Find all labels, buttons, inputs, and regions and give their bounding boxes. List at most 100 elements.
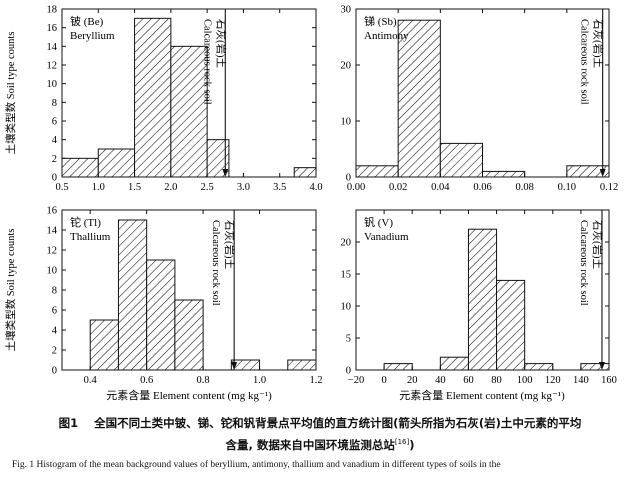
x-tick-label: 0.04 [431,182,450,193]
y-tick-label: 10 [47,266,58,277]
plot-frame-1 [61,8,317,178]
x-tick-label: 80 [491,375,502,386]
y-tick-label: 15 [341,270,352,281]
histogram-bar-4-3 [467,228,498,371]
marker-label-en-4: Calcareous rock soil [578,220,589,306]
series-label-en-4: Vanadium [364,231,409,243]
x-tick-label: 0.5 [55,182,68,193]
caption-chinese-line1: 图1 全国不同土类中铍、锑、铊和钒背景点平均值的直方统计图(箭头所指为石灰(岩)… [0,414,640,432]
y-tick-label: 0 [52,173,57,184]
plot-frame-4 [355,209,610,371]
y-tick-label: 14 [47,226,58,237]
caption-title-line1: 全国不同土类中铍、锑、铊和钒背景点平均值的直方统计图(箭头所指为石灰(岩)土中元… [94,416,582,430]
y-tick-label: 10 [341,117,352,128]
histogram-bar-2-4 [482,170,526,178]
y-tick-label: 2 [52,154,57,165]
histogram-bar-4-1 [383,363,413,371]
histogram-bar-4-2 [439,356,469,371]
histogram-bar-2-1 [355,165,399,178]
x-axis-label-2: 元素含量 Element content (mg kg⁻¹) [399,388,565,402]
histogram-bar-3-6 [287,359,317,371]
series-label-zh-1: 铍 (Be) [70,15,104,28]
x-tick-label: 0.12 [600,182,618,193]
y-tick-label: 5 [346,334,351,345]
y-tick-label: 12 [47,61,58,72]
x-tick-label: 20 [407,375,418,386]
x-axis-label-1: 元素含量 Element content (mg kg⁻¹) [106,388,272,402]
x-tick-label: 0.06 [473,182,491,193]
histogram-bar-2-3 [439,142,484,178]
y-tick-label: 16 [47,23,58,34]
marker-label-zh-1: 石灰(岩)土 [214,19,227,68]
x-tick-label: 0.10 [558,182,576,193]
marker-label-zh-2: 石灰(岩)土 [592,19,605,68]
histogram-bar-1-6 [293,167,317,178]
x-tick-label: 0.02 [389,182,407,193]
x-tick-label: 160 [601,375,617,386]
x-tick-label: 1.0 [253,375,266,386]
y-tick-label: 0 [52,366,57,377]
y-tick-label: 8 [52,98,57,109]
y-tick-label: 8 [52,286,57,297]
x-tick-label: 2.0 [164,182,177,193]
x-tick-label: 1.5 [128,182,141,193]
y-tick-label: 10 [341,302,352,313]
series-label-en-2: Antimony [364,30,409,42]
x-tick-label: 0.08 [515,182,533,193]
x-tick-label: 3.5 [273,182,286,193]
histogram-figure: 0.5 1.0 1.5 2.0 2.5 3.0 3.5 4.0 0 2 4 6 8 10 12 14 16 18 石… [4,5,618,403]
caption-reference: [16] [394,438,410,446]
marker-arrow-head-3 [231,362,238,370]
y-tick-label: 12 [47,246,58,257]
caption-chinese-line2: 含量, 数据来自中国环境监测总站[16]) [0,433,640,454]
series-label-en-1: Beryllium [70,30,115,42]
x-tick-label: 3.0 [237,182,250,193]
marker-label-en-1: Calcareous rock soil [201,19,212,105]
x-tick-label: 140 [573,375,589,386]
x-tick-label: 1.0 [92,182,105,193]
x-tick-label: 40 [435,375,446,386]
histogram-bar-1-3 [134,17,172,178]
marker-arrow-head-1 [222,169,229,177]
series-label-zh-2: 锑 (Sb) [364,15,397,28]
marker-label-en-2: Calcareous rock soil [579,19,590,105]
y-tick-label: 6 [52,117,57,128]
x-tick-label: 120 [545,375,561,386]
y-axis-label-2: 土壤类型数 Soil type counts [4,229,17,352]
caption-title-line2: 含量, 数据来自中国环境监测总站 [225,437,395,452]
series-label-zh-3: 铊 (Tl) [70,215,101,229]
x-tick-label: 0.6 [140,375,153,386]
y-tick-label: 30 [341,5,352,16]
y-tick-label: 10 [47,79,58,90]
histogram-bar-4-5 [524,363,554,371]
y-tick-label: 20 [341,238,352,249]
x-tick-label: 4.0 [309,182,322,193]
series-label-zh-4: 钒 (V) [364,215,393,229]
y-tick-label: 0 [346,173,351,184]
series-label-en-3: Thallium [70,231,111,243]
histogram-bar-3-4 [174,299,204,371]
histogram-bar-3-2 [117,219,148,371]
caption-english-line1: Fig. 1 Histogram of the mean background … [12,460,501,470]
y-tick-label: 20 [341,61,352,72]
histogram-bar-3-3 [146,259,176,371]
histogram-bar-2-2 [397,19,441,178]
y-tick-label: 18 [47,5,58,16]
y-tick-label: 0 [346,366,351,377]
y-tick-label: 16 [47,206,58,217]
histogram-bar-3-1 [89,319,119,371]
histogram-bar-1-1 [61,157,99,178]
y-tick-label: 6 [52,306,57,317]
histogram-bar-4-4 [496,279,526,371]
x-tick-label: 0.4 [84,375,98,386]
marker-label-zh-3: 石灰(岩)土 [223,220,236,269]
y-tick-label: 14 [47,42,58,53]
y-tick-label: 4 [52,135,58,146]
y-axis-label-1: 土壤类型数 Soil type counts [4,32,17,155]
marker-label-zh-4: 石灰(岩)土 [591,220,604,269]
x-tick-label: 0.8 [197,375,210,386]
x-tick-label: −20 [348,375,364,386]
marker-label-en-3: Calcareous rock soil [210,220,221,306]
marker-arrow-head-4 [598,362,605,370]
caption-figure-number: 图1 [58,416,79,430]
